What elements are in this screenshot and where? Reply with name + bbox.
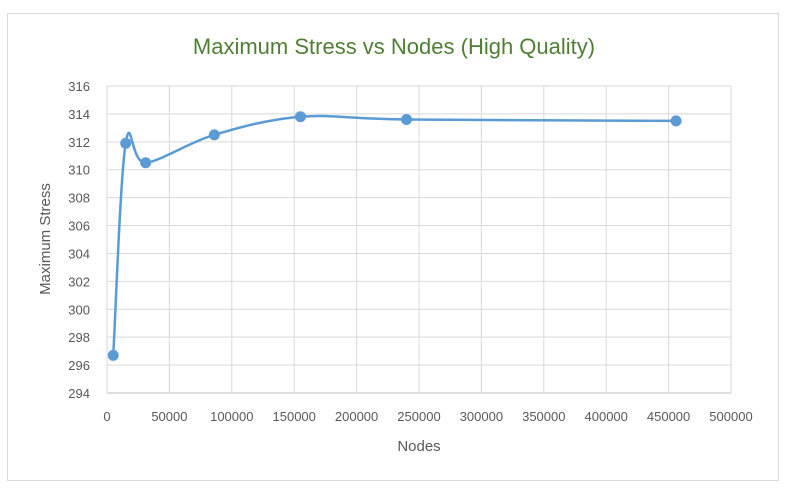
series-line <box>111 114 677 356</box>
x-tick-label: 400000 <box>585 409 628 424</box>
y-tick-label: 304 <box>68 246 90 261</box>
chart-title: Maximum Stress vs Nodes (High Quality) <box>193 34 595 59</box>
data-point <box>107 349 119 361</box>
x-tick-label: 0 <box>103 409 110 424</box>
data-point <box>140 157 152 169</box>
data-point <box>670 115 682 127</box>
y-axis-title: Maximum Stress <box>37 183 54 295</box>
y-tick-label: 298 <box>68 330 90 345</box>
y-tick-label: 302 <box>68 274 90 289</box>
chart-frame <box>7 13 779 481</box>
gridlines <box>106 85 732 394</box>
y-tick-label: 306 <box>68 219 90 234</box>
x-tick-label: 500000 <box>709 409 752 424</box>
x-tick-label: 300000 <box>460 409 503 424</box>
x-tick-label: 350000 <box>522 409 565 424</box>
x-tick-label: 200000 <box>335 409 378 424</box>
tick-labels: 294 296 298 300 302 304 306 308 310 312 314 316 0 500… <box>68 79 752 424</box>
data-point <box>120 137 132 149</box>
x-tick-label: 450000 <box>647 409 690 424</box>
y-tick-label: 296 <box>68 358 90 373</box>
x-tick-label: 250000 <box>397 409 440 424</box>
x-axis-title: Nodes <box>397 438 440 455</box>
y-tick-label: 300 <box>68 302 90 317</box>
x-tick-label: 100000 <box>210 409 253 424</box>
x-tick-label: 150000 <box>273 409 316 424</box>
y-tick-label: 310 <box>68 163 90 178</box>
y-tick-label: 316 <box>68 79 90 94</box>
y-tick-label: 294 <box>68 386 90 401</box>
data-point <box>401 113 413 125</box>
y-tick-label: 308 <box>68 191 90 206</box>
data-point <box>294 111 306 123</box>
data-points <box>107 111 682 361</box>
y-tick-label: 312 <box>68 135 90 150</box>
data-point <box>208 129 220 141</box>
y-tick-label: 314 <box>68 107 90 122</box>
x-tick-label: 50000 <box>151 409 187 424</box>
